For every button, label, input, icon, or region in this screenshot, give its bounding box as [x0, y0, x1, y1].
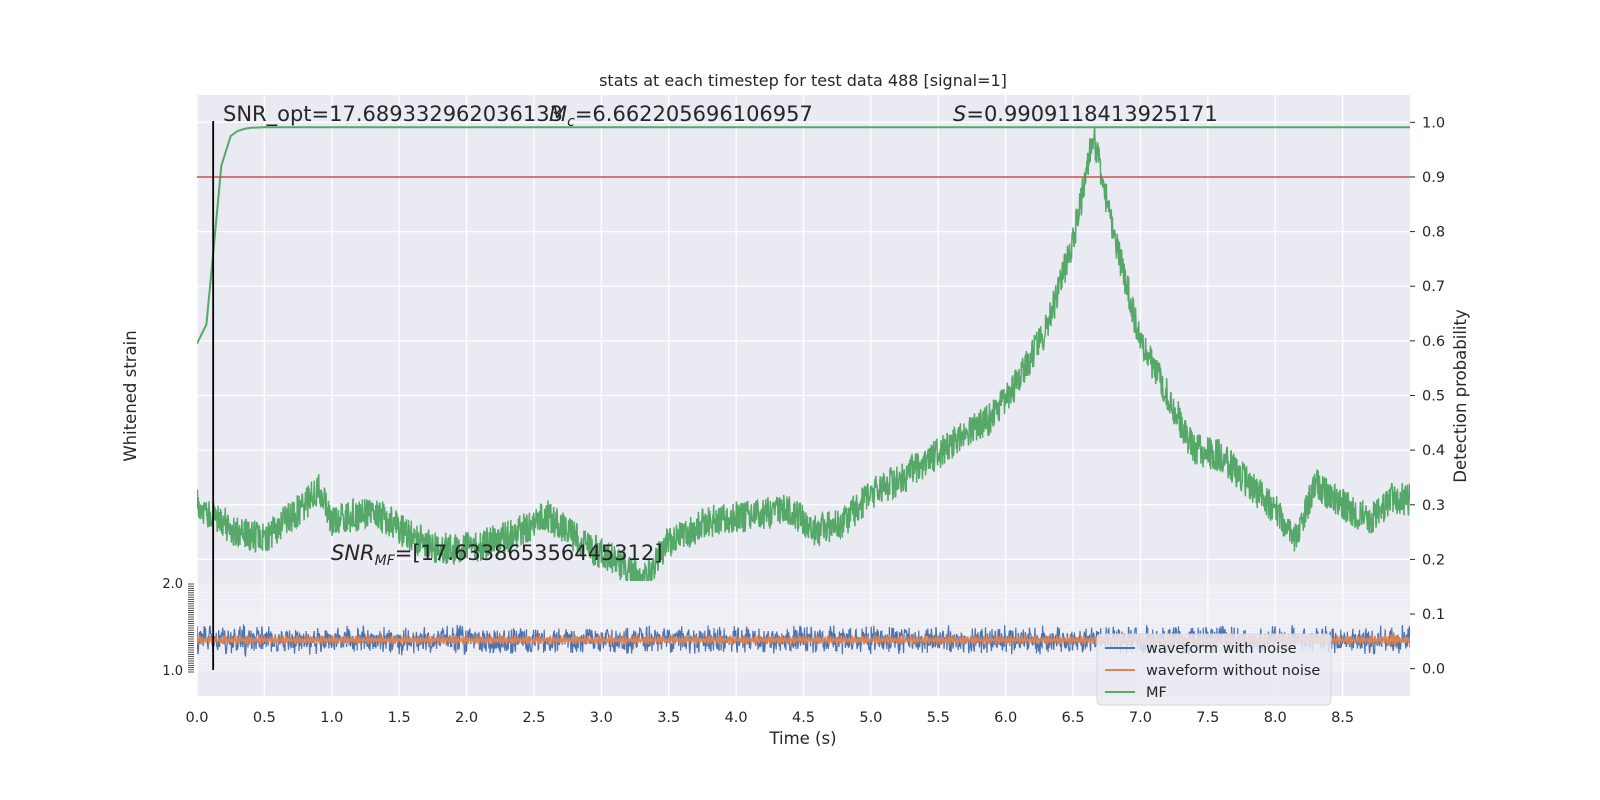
x-axis-ticks: 0.0 0.5 1.0 1.5 2.0 2.5 3.0 3.5 4.0 4.5 5.0 5.5 6.0 6… — [185, 710, 1354, 726]
right-y-tick-label: 0.6 — [1422, 334, 1445, 350]
right-y-tick-label: 0.0 — [1422, 662, 1445, 678]
x-tick-label: 5.0 — [859, 710, 882, 726]
legend: waveform with noise waveform without nois… — [1096, 633, 1332, 706]
x-tick-label: 3.0 — [590, 710, 613, 726]
upper-axes — [196, 95, 1410, 581]
x-tick-label: 1.5 — [388, 710, 411, 726]
x-tick-label: 4.0 — [725, 710, 748, 726]
strain-tick-bottom-label: 1.0 — [162, 664, 183, 679]
detection-probability-line — [197, 126, 1410, 581]
snr-opt-annotation: SNR_opt=17.689332962036133 — [223, 102, 563, 127]
snr-mf-value: =[17.633865356445312] — [395, 541, 663, 565]
snr-mf-annotation: SNRMF=[17.633865356445312] — [331, 541, 663, 569]
strain-tick-marks — [188, 583, 194, 673]
x-tick-label: 7.5 — [1196, 710, 1219, 726]
x-tick-label: 0.0 — [185, 710, 208, 726]
mc-value: =6.662205696106957 — [575, 102, 813, 126]
waveform-with-noise-line — [197, 624, 1410, 658]
right-y-tick-label: 0.9 — [1422, 170, 1445, 186]
right-y-tick-label: 0.4 — [1422, 443, 1445, 459]
s-value: =0.9909118413925171 — [966, 102, 1217, 126]
x-tick-label: 2.5 — [522, 710, 545, 726]
right-y-tick-label: 0.5 — [1422, 389, 1445, 405]
strain-tick-top-label: 2.0 — [162, 577, 183, 592]
x-tick-label: 7.0 — [1129, 710, 1152, 726]
right-y-axis-ticks: 0.0 0.1 0.2 0.3 0.4 0.5 0.6 0.7 0.8 0.9 1.0 — [1410, 115, 1445, 678]
right-y-tick-label: 0.7 — [1422, 279, 1445, 295]
legend-entry-label: waveform with noise — [1146, 641, 1297, 657]
x-axis-label: Time (s) — [768, 729, 836, 748]
x-tick-label: 0.5 — [253, 710, 276, 726]
mf-line — [197, 126, 1410, 345]
right-y-tick-label: 0.2 — [1422, 552, 1445, 568]
x-tick-label: 6.5 — [1062, 710, 1085, 726]
legend-box — [1096, 633, 1332, 706]
right-y-axis-label: Detection probability — [1451, 309, 1470, 483]
x-tick-label: 5.5 — [927, 710, 950, 726]
x-tick-label: 1.0 — [320, 710, 343, 726]
legend-entry-label: waveform without noise — [1146, 663, 1320, 679]
x-tick-label: 4.5 — [792, 710, 815, 726]
x-tick-label: 8.5 — [1331, 710, 1354, 726]
legend-entry-label: MF — [1146, 685, 1167, 701]
x-tick-label: 3.5 — [657, 710, 680, 726]
x-tick-label: 6.0 — [994, 710, 1017, 726]
right-y-tick-label: 0.8 — [1422, 225, 1445, 241]
mc-annotation: Mc=6.662205696106957 — [549, 102, 813, 130]
s-annotation: S=0.9909118413925171 — [953, 102, 1218, 126]
right-y-tick-label: 0.1 — [1422, 607, 1445, 623]
right-y-tick-label: 1.0 — [1422, 115, 1445, 131]
chart-title: stats at each timestep for test data 488… — [599, 71, 1007, 90]
x-tick-label: 8.0 — [1264, 710, 1287, 726]
right-y-tick-label: 0.3 — [1422, 498, 1445, 514]
x-tick-label: 2.0 — [455, 710, 478, 726]
left-y-axis-label: Whitened strain — [121, 330, 140, 461]
